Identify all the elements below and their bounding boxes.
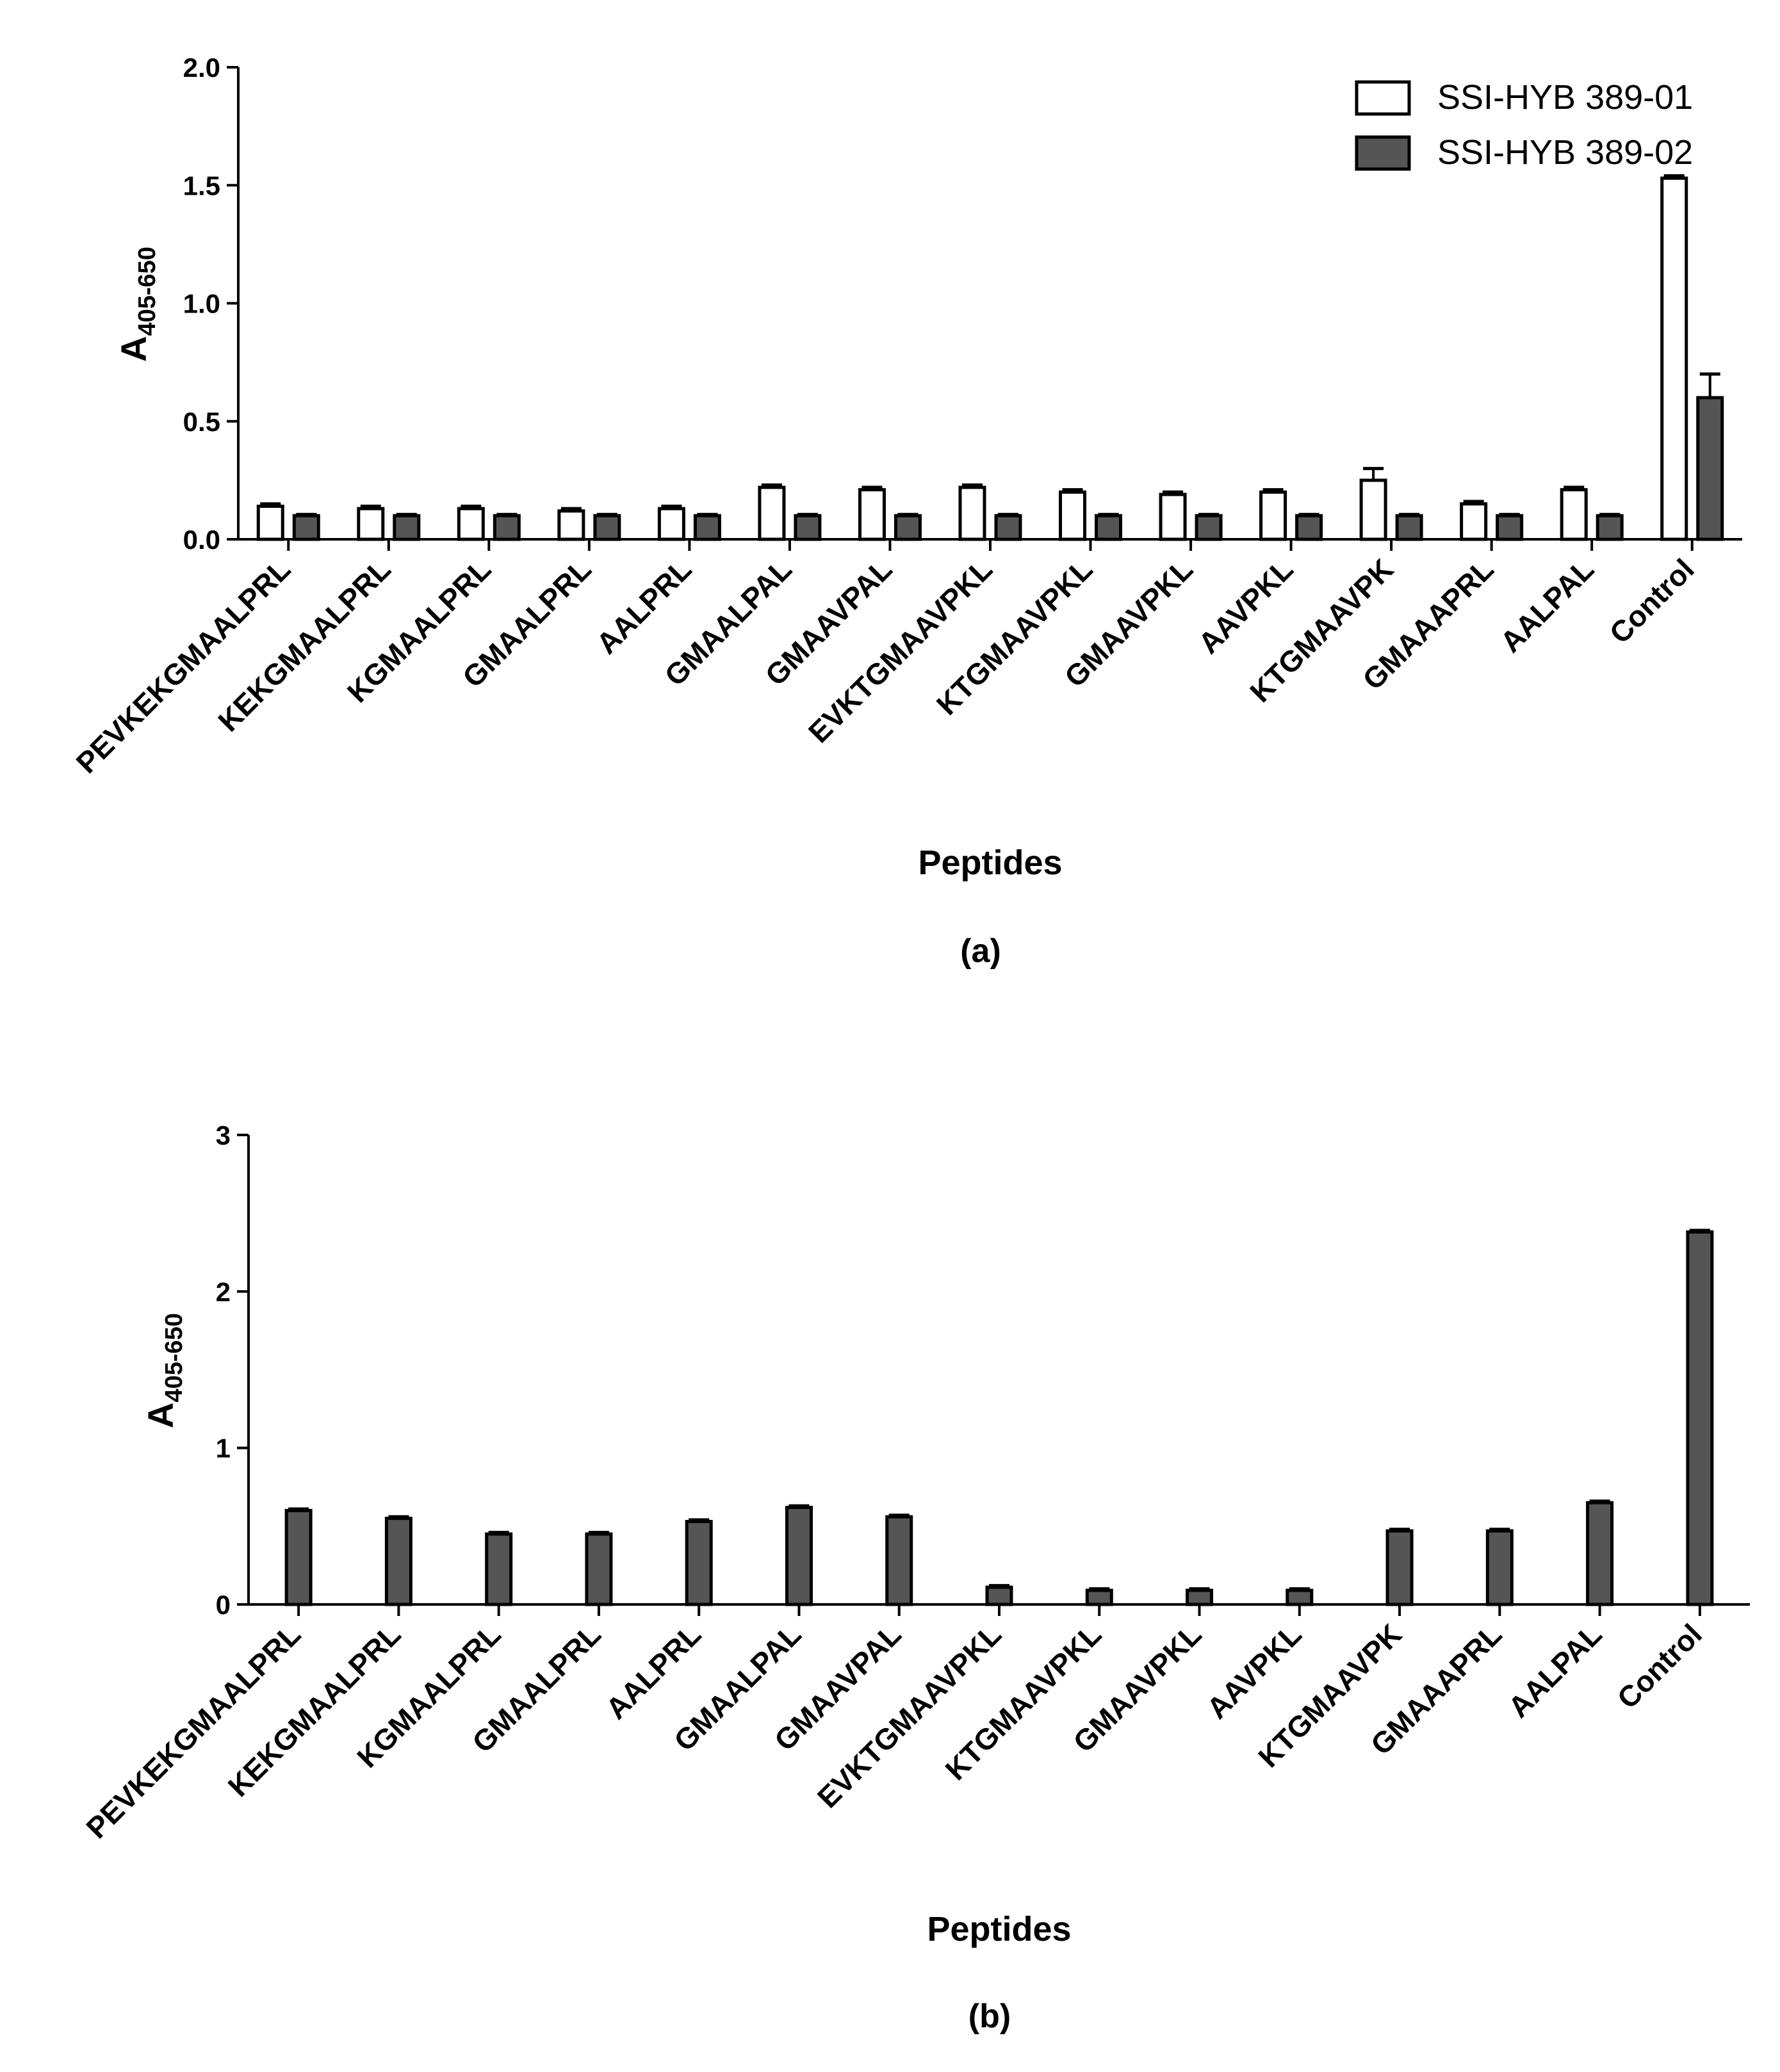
panel-a-legend-label: SSI-HYB 389-01	[1437, 78, 1693, 117]
panel-a-bar-ssi-hyb-389-01	[1059, 490, 1087, 541]
panel-a-bar-ssi-hyb-389-01	[1460, 502, 1488, 541]
panel-a-bar-ssi-hyb-389-01	[1259, 490, 1287, 541]
panel-b-y-axis-title-main: A	[140, 1403, 181, 1428]
panel-b-chart: 0123PEVKEKGMAALPRLKEKGMAALPRLKGMAALPRLGM…	[79, 1120, 1750, 2035]
panel-b-bar-series	[1186, 1588, 1214, 1606]
panel-b-category-label: AAVPKL	[1200, 1617, 1308, 1725]
panel-a-bar-ssi-hyb-389-01	[256, 504, 284, 541]
panel-a-bar-ssi-hyb-389-02	[1696, 396, 1724, 541]
panel-a-legend-swatch	[1355, 135, 1411, 171]
panel-b-category-label: KEKGMAALPRL	[222, 1617, 407, 1803]
panel-a-bar-ssi-hyb-389-01	[1660, 176, 1688, 541]
panel-a-bar-ssi-hyb-389-01	[1159, 493, 1187, 541]
panel-a-bar-ssi-hyb-389-02	[1095, 514, 1123, 541]
panel-a-chart: 0.00.51.01.52.0PEVKEKGMAALPRLKEKGMAALPRL…	[70, 53, 1742, 970]
panel-a-y-tick-label: 1.0	[183, 289, 220, 319]
panel-a-y-axis-title: A405-650	[113, 247, 161, 362]
panel-b-bar-series	[1286, 1588, 1314, 1606]
panel-a-bar-ssi-hyb-389-02	[693, 514, 721, 541]
panel-a-y-tick-label: 2.0	[183, 53, 220, 83]
panel-b-y-tick-label: 2	[216, 1277, 231, 1307]
panel-a-bar-ssi-hyb-389-02	[393, 514, 421, 541]
panel-a-bar-ssi-hyb-389-01	[858, 488, 886, 541]
panel-b-bar-series	[1586, 1501, 1614, 1606]
panel-a-bar-ssi-hyb-389-02	[493, 514, 521, 541]
panel-b-bar-series	[985, 1585, 1013, 1606]
panel-a-bar-ssi-hyb-389-01	[557, 509, 585, 541]
panel-b-category-label: AALPRL	[600, 1617, 708, 1725]
panel-a-category-label: Control	[1603, 552, 1700, 649]
panel-b-bar-series	[885, 1515, 913, 1606]
panel-b-y-tick-label: 0	[216, 1590, 231, 1620]
panel-b-bar-series	[785, 1506, 813, 1606]
panel-a-bar-ssi-hyb-389-01	[1359, 478, 1387, 541]
panel-a-bar-ssi-hyb-389-01	[758, 485, 786, 541]
panel-b-y-tick-label: 3	[216, 1120, 231, 1150]
panel-a-bar-ssi-hyb-389-02	[894, 514, 922, 541]
panel-a-category-label: AAVPKL	[1192, 552, 1300, 660]
panel-b-y-axis-title-sub: 405-650	[161, 1313, 188, 1402]
panel-b-y-axis-title: A405-650	[140, 1313, 188, 1428]
panel-a-bar-ssi-hyb-389-02	[1295, 514, 1323, 541]
panel-a-category-label: EVKTGMAAVPKL	[802, 552, 999, 749]
panel-b-label: (b)	[968, 1998, 1011, 2035]
panel-a-bar-ssi-hyb-389-02	[1195, 514, 1223, 541]
panel-a-y-tick-label: 1.5	[183, 170, 220, 200]
panel-a-bar-ssi-hyb-389-02	[1395, 514, 1423, 541]
panel-a-bar-ssi-hyb-389-01	[657, 507, 685, 541]
panel-b-bar-series	[1085, 1588, 1113, 1606]
panel-a-category-label: AALPRL	[590, 552, 698, 660]
panel-b-bar-series	[585, 1532, 613, 1606]
panel-a-bar-ssi-hyb-389-01	[1560, 488, 1588, 541]
panel-a-legend: SSI-HYB 389-01 SSI-HYB 389-02	[1355, 78, 1693, 172]
panel-b-bar-series	[384, 1517, 412, 1606]
panel-b-bar-series	[485, 1532, 513, 1606]
panel-a-bar-ssi-hyb-389-01	[958, 485, 986, 541]
panel-b-category-label: AALPAL	[1501, 1617, 1608, 1724]
panel-b-x-axis-title: Peptides	[927, 1910, 1071, 1948]
panel-a-y-tick-label: 0.5	[183, 407, 220, 437]
panel-a-bar-ssi-hyb-389-02	[1496, 514, 1524, 541]
panel-a-bar-ssi-hyb-389-02	[292, 514, 320, 541]
panel-a-bar-ssi-hyb-389-02	[593, 514, 621, 541]
panel-b-bar-series	[1485, 1529, 1514, 1606]
panel-a-category-label: AALPAL	[1494, 552, 1600, 658]
panel-b-bar-series	[1385, 1529, 1414, 1606]
panel-b-bar-series	[685, 1520, 713, 1606]
panel-a-bar-ssi-hyb-389-02	[1596, 514, 1624, 541]
panel-a-legend-label: SSI-HYB 389-02	[1437, 133, 1693, 172]
panel-a-y-axis-title-sub: 405-650	[134, 247, 161, 336]
panel-b-bar-series	[284, 1508, 313, 1606]
panel-a-legend-swatch	[1355, 80, 1411, 116]
panel-b-category-label: Control	[1611, 1617, 1708, 1715]
panel-a-category-label: KEKGMAALPRL	[211, 552, 397, 738]
panel-a-label: (a)	[960, 933, 1001, 970]
panel-b-category-label: EVKTGMAAVPKL	[811, 1617, 1008, 1814]
panel-a-bar-ssi-hyb-389-02	[794, 514, 822, 541]
panel-a-y-axis-title-main: A	[113, 336, 154, 362]
panel-a-bar-ssi-hyb-389-02	[994, 514, 1022, 541]
panel-a-bar-ssi-hyb-389-01	[357, 507, 385, 541]
panel-a-y-tick-label: 0.0	[183, 525, 220, 555]
panel-a-bar-ssi-hyb-389-01	[457, 507, 485, 541]
panel-b-bar-series	[1686, 1230, 1714, 1606]
panel-b-y-tick-label: 1	[216, 1433, 231, 1464]
panel-a-x-axis-title: Peptides	[918, 844, 1062, 882]
